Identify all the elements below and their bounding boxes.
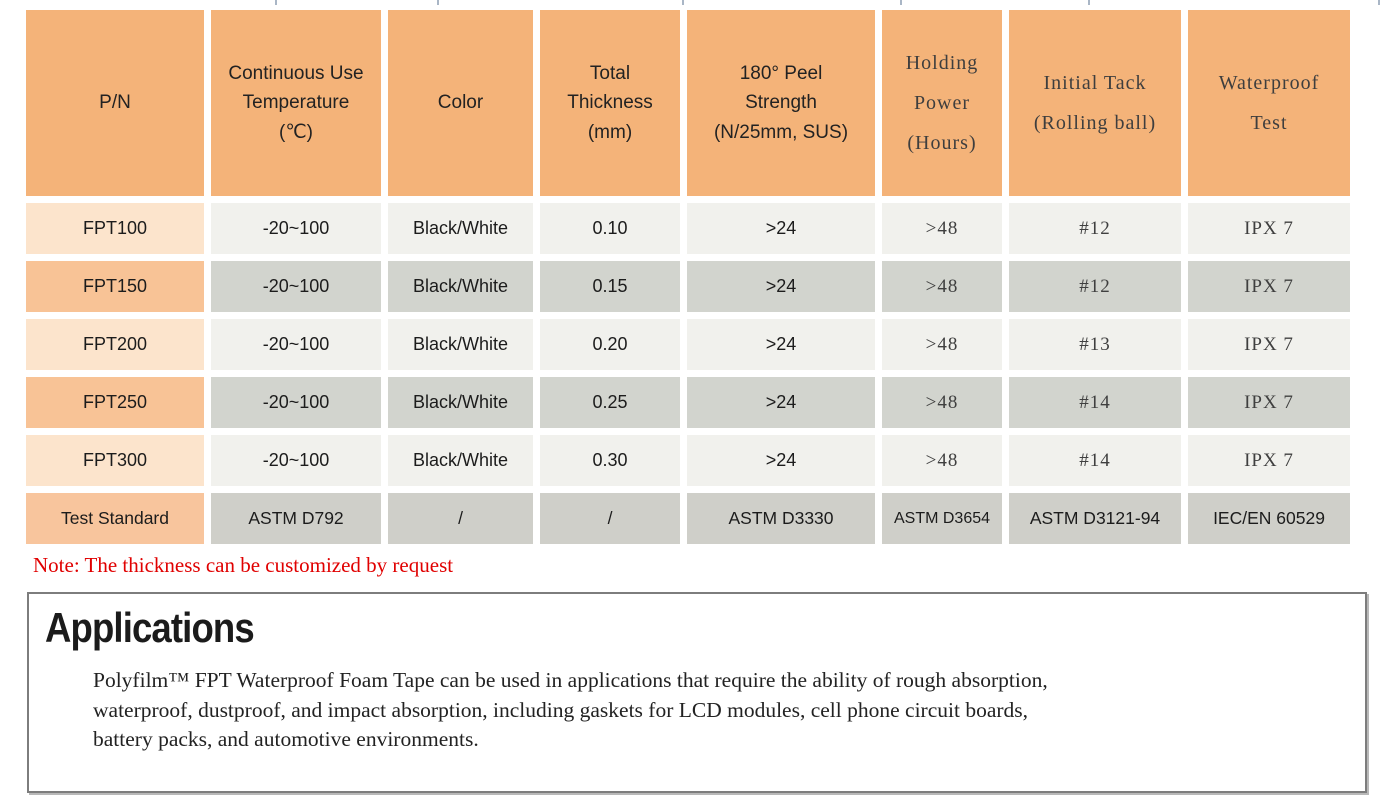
- cell-pn: Test Standard: [26, 493, 204, 544]
- cell-color: Black/White: [388, 203, 533, 254]
- test-standard-row: Test Standard ASTM D792 / / ASTM D3330 A…: [26, 493, 1350, 544]
- cell-holding-power: >48: [882, 203, 1002, 254]
- cell-color: Black/White: [388, 377, 533, 428]
- cell-thickness: 0.30: [540, 435, 680, 486]
- cell-thickness: 0.10: [540, 203, 680, 254]
- cell-pn: FPT250: [26, 377, 204, 428]
- applications-body: Polyfilm™ FPT Waterproof Foam Tape can b…: [93, 668, 1048, 752]
- cell-temperature: -20~100: [211, 319, 381, 370]
- header-cell-peel-strength: 180° Peel Strength (N/25mm, SUS): [687, 10, 875, 196]
- table-row: FPT200 -20~100 Black/White 0.20 >24 >48 …: [26, 319, 1350, 370]
- cell-waterproof-test: IPX 7: [1188, 435, 1350, 486]
- header-cell-waterproof-test: Waterproof Test: [1188, 10, 1350, 196]
- header-row: P/N Continuous Use Temperature (℃) Color…: [26, 10, 1350, 196]
- ruler-tick: [1088, 0, 1090, 5]
- cell-waterproof-test: IPX 7: [1188, 377, 1350, 428]
- header-cell-color: Color: [388, 10, 533, 196]
- cell-initial-tack: ASTM D3121-94: [1009, 493, 1181, 544]
- cell-peel-strength: >24: [687, 261, 875, 312]
- cell-pn: FPT200: [26, 319, 204, 370]
- ruler-tick: [900, 0, 902, 5]
- cell-color: Black/White: [388, 319, 533, 370]
- cell-pn: FPT300: [26, 435, 204, 486]
- table-row: FPT150 -20~100 Black/White 0.15 >24 >48 …: [26, 261, 1350, 312]
- cell-waterproof-test: IPX 7: [1188, 319, 1350, 370]
- cell-holding-power: >48: [882, 319, 1002, 370]
- cell-color: /: [388, 493, 533, 544]
- applications-title: Applications: [45, 604, 255, 651]
- cell-thickness: 0.25: [540, 377, 680, 428]
- cell-pn: FPT100: [26, 203, 204, 254]
- cell-holding-power: >48: [882, 261, 1002, 312]
- cell-peel-strength: >24: [687, 377, 875, 428]
- cell-initial-tack: #14: [1009, 435, 1181, 486]
- cell-temperature: -20~100: [211, 261, 381, 312]
- cell-holding-power: ASTM D3654: [882, 493, 1002, 544]
- header-cell-initial-tack: Initial Tack (Rolling ball): [1009, 10, 1181, 196]
- cell-holding-power: >48: [882, 435, 1002, 486]
- cell-holding-power: >48: [882, 377, 1002, 428]
- ruler-tick: [275, 0, 277, 5]
- cell-pn: FPT150: [26, 261, 204, 312]
- table-row: FPT250 -20~100 Black/White 0.25 >24 >48 …: [26, 377, 1350, 428]
- spec-table: P/N Continuous Use Temperature (℃) Color…: [19, 3, 1357, 551]
- cell-peel-strength: ASTM D3330: [687, 493, 875, 544]
- cell-temperature: -20~100: [211, 203, 381, 254]
- ruler-tick: [682, 0, 684, 5]
- cell-initial-tack: #13: [1009, 319, 1181, 370]
- ruler-tick: [437, 0, 439, 5]
- cell-waterproof-test: IPX 7: [1188, 203, 1350, 254]
- cell-peel-strength: >24: [687, 435, 875, 486]
- ruler-tick: [1378, 0, 1380, 5]
- table-row: FPT300 -20~100 Black/White 0.30 >24 >48 …: [26, 435, 1350, 486]
- cell-initial-tack: #14: [1009, 377, 1181, 428]
- cell-color: Black/White: [388, 435, 533, 486]
- cell-thickness: 0.15: [540, 261, 680, 312]
- cell-peel-strength: >24: [687, 203, 875, 254]
- cell-initial-tack: #12: [1009, 203, 1181, 254]
- cell-waterproof-test: IEC/EN 60529: [1188, 493, 1350, 544]
- cell-thickness: 0.20: [540, 319, 680, 370]
- cell-peel-strength: >24: [687, 319, 875, 370]
- header-cell-thickness: Total Thickness (mm): [540, 10, 680, 196]
- cell-initial-tack: #12: [1009, 261, 1181, 312]
- header-cell-pn: P/N: [26, 10, 204, 196]
- cell-waterproof-test: IPX 7: [1188, 261, 1350, 312]
- cell-temperature: -20~100: [211, 435, 381, 486]
- cell-temperature: -20~100: [211, 377, 381, 428]
- header-cell-temperature: Continuous Use Temperature (℃): [211, 10, 381, 196]
- cell-thickness: /: [540, 493, 680, 544]
- header-cell-holding-power: Holding Power (Hours): [882, 10, 1002, 196]
- cell-color: Black/White: [388, 261, 533, 312]
- applications-section: Applications Polyfilm™ FPT Waterproof Fo…: [27, 592, 1367, 793]
- cell-temperature: ASTM D792: [211, 493, 381, 544]
- table-row: FPT100 -20~100 Black/White 0.10 >24 >48 …: [26, 203, 1350, 254]
- note-text: Note: The thickness can be customized by…: [33, 553, 454, 577]
